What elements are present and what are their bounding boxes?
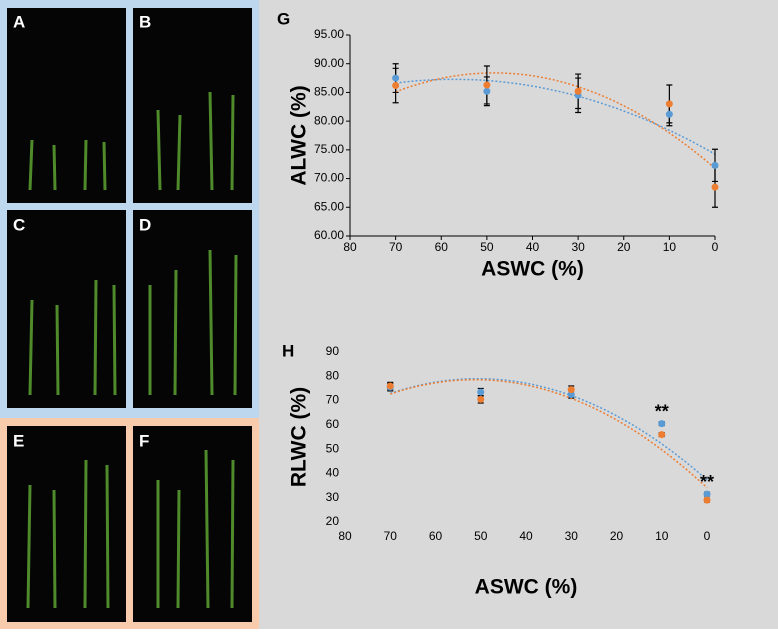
point — [711, 183, 719, 191]
x-tick-label: 60 — [435, 240, 449, 254]
point — [703, 490, 711, 498]
x-tick-label: 40 — [526, 240, 540, 254]
y-tick-label: 80.00 — [314, 113, 344, 127]
y-tick-label: 60.00 — [314, 228, 344, 242]
point — [665, 110, 673, 118]
x-tick-label: 30 — [565, 529, 579, 543]
x-tick-label: 10 — [663, 240, 677, 254]
annotation: ** — [655, 401, 669, 421]
y-tick-label: 50 — [326, 441, 340, 455]
panel-label: G — [277, 9, 290, 28]
point — [477, 388, 485, 396]
y-tick-label: 90 — [326, 344, 340, 358]
point — [386, 382, 394, 390]
panel-label: E — [13, 431, 24, 450]
y-tick-label: 75.00 — [314, 142, 344, 156]
point — [567, 386, 575, 394]
plants — [26, 91, 238, 609]
x-tick-label: 20 — [617, 240, 631, 254]
y-tick-label: 95.00 — [314, 27, 344, 41]
x-tick-label: 70 — [384, 529, 398, 543]
y-tick-label: 80 — [326, 368, 340, 382]
x-tick-label: 50 — [474, 529, 488, 543]
point — [665, 100, 673, 108]
y-tick-label: 65.00 — [314, 199, 344, 213]
panel-label: C — [13, 215, 25, 234]
photo — [7, 8, 126, 203]
point — [703, 496, 711, 504]
y-tick-label: 30 — [326, 490, 340, 504]
annotation: ** — [700, 472, 714, 492]
photo — [133, 210, 252, 408]
x-axis-title: ASWC (%) — [475, 576, 578, 599]
x-tick-label: 10 — [655, 529, 669, 543]
y-tick-label: 40 — [326, 466, 340, 480]
y-tick-label: 60 — [326, 417, 340, 431]
panel-label: D — [139, 215, 151, 234]
trendline — [390, 378, 708, 489]
point — [711, 161, 719, 169]
x-tick-label: 60 — [429, 529, 443, 543]
x-tick-label: 20 — [610, 529, 624, 543]
trendline — [390, 377, 708, 481]
x-tick-label: 30 — [571, 240, 585, 254]
x-tick-label: 0 — [704, 529, 711, 543]
trendline — [395, 78, 716, 155]
panel-label: B — [139, 12, 151, 31]
point — [658, 431, 666, 439]
y-tick-label: 85.00 — [314, 85, 344, 99]
x-tick-label: 80 — [343, 240, 357, 254]
y-tick-label: 70.00 — [314, 171, 344, 185]
x-tick-label: 50 — [480, 240, 494, 254]
y-tick-label: 70 — [326, 393, 340, 407]
x-tick-label: 80 — [338, 529, 352, 543]
photo — [133, 426, 252, 622]
y-axis-title: RLWC (%) — [288, 387, 311, 487]
point — [567, 391, 575, 398]
y-axis-title: ALWC (%) — [288, 85, 311, 185]
point — [574, 87, 582, 95]
point — [392, 74, 400, 82]
point — [658, 420, 666, 428]
point — [392, 82, 400, 90]
x-tick-label: 0 — [712, 240, 719, 254]
x-tick-label: 40 — [519, 529, 533, 543]
panel-label: H — [282, 341, 294, 360]
y-tick-label: 90.00 — [314, 56, 344, 70]
panel-label: A — [13, 12, 25, 31]
x-tick-label: 70 — [389, 240, 403, 254]
point — [483, 87, 491, 95]
photo — [7, 210, 126, 408]
point — [483, 81, 491, 89]
point — [477, 395, 485, 403]
y-tick-label: 20 — [326, 514, 340, 528]
panel-label: F — [139, 431, 149, 450]
x-axis-title: ASWC (%) — [481, 258, 584, 281]
